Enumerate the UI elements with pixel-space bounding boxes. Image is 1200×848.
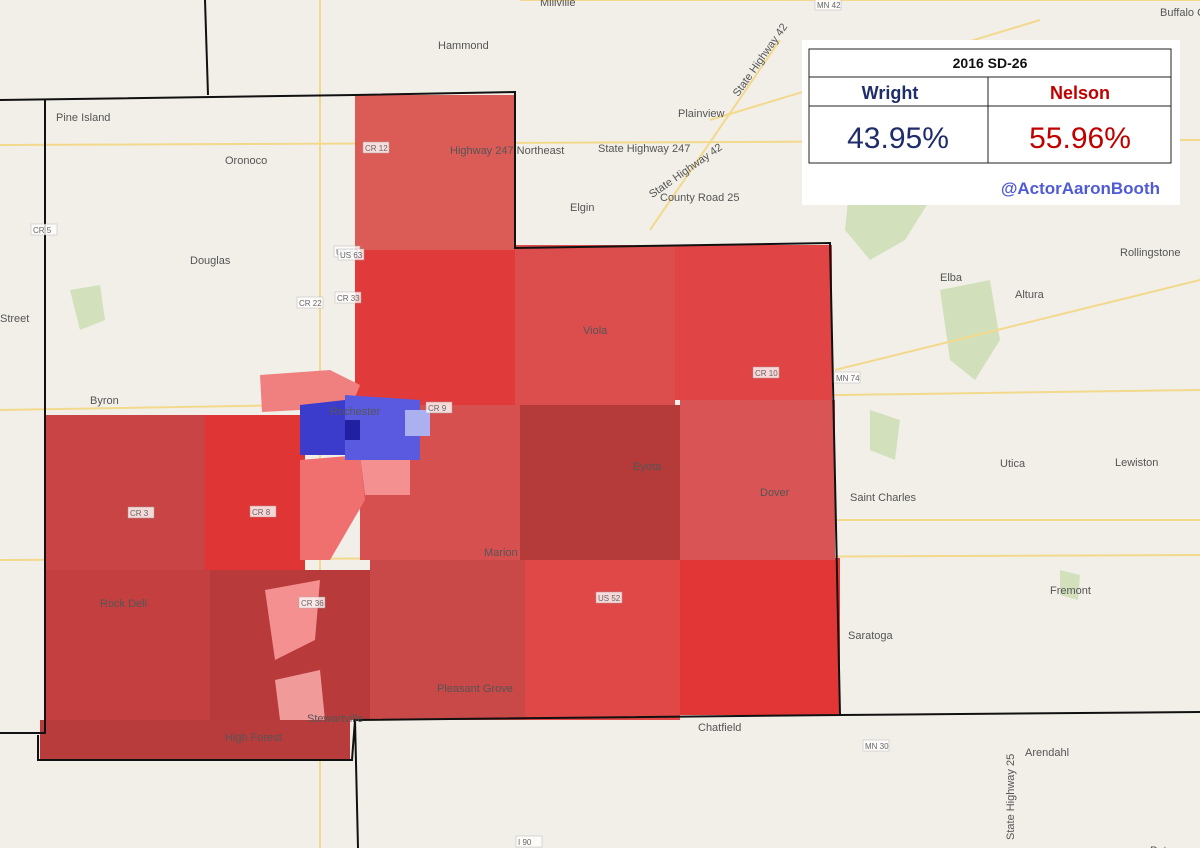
- results-box: 2016 SD-26 Wright Nelson 43.95% 55.96% @…: [802, 40, 1180, 205]
- place-label: Rock Dell: [100, 598, 147, 610]
- road-label: MN 74: [836, 374, 860, 383]
- place-label: Saint Charles: [850, 492, 917, 504]
- place-label: Altura: [1015, 289, 1045, 301]
- road-shield: [814, 0, 842, 11]
- road-shield: [515, 835, 543, 848]
- road-shield: [833, 371, 861, 384]
- road-label: MN 42: [817, 1, 841, 10]
- candidate-name: Wright: [862, 83, 919, 103]
- place-label: Street: [0, 313, 29, 325]
- road-shield: [334, 291, 362, 304]
- place-label: Eyota: [633, 461, 662, 473]
- place-label: Viola: [583, 325, 608, 337]
- road-label: CR 9: [428, 404, 447, 413]
- place-label: Elba: [940, 272, 963, 284]
- place-label: Oronoco: [225, 155, 267, 167]
- place-label: Peterson: [1150, 845, 1194, 848]
- road-label: CR 5: [33, 226, 52, 235]
- results-title: 2016 SD-26: [953, 55, 1028, 71]
- place-label: Dover: [760, 487, 790, 499]
- road-label: CR 22: [299, 299, 322, 308]
- place-label: Pine Island: [56, 112, 110, 124]
- candidate-percent: 55.96%: [1029, 122, 1131, 155]
- road-shield: [249, 505, 277, 518]
- place-label: Fremont: [1050, 585, 1091, 597]
- place-label: Chatfield: [698, 722, 741, 734]
- road-label: CR 8: [252, 508, 271, 517]
- road-shield: [337, 248, 365, 261]
- place-label: Lewiston: [1115, 457, 1158, 469]
- road-label: CR 10: [755, 369, 778, 378]
- place-label: State Highway 247: [598, 143, 690, 155]
- road-shield: [298, 596, 326, 609]
- place-label: Elgin: [570, 202, 594, 214]
- road-label: CR 33: [337, 294, 360, 303]
- results-panel: [802, 40, 1180, 205]
- road-shield: [30, 223, 58, 236]
- place-label: Rochester: [330, 406, 380, 418]
- road-shield: [595, 591, 623, 604]
- road-shield: [296, 296, 324, 309]
- candidate-percent: 43.95%: [847, 122, 949, 155]
- place-label: Utica: [1000, 458, 1026, 470]
- place-label: Rollingstone: [1120, 247, 1181, 259]
- road-shield: [752, 366, 780, 379]
- road-label: MN 30: [865, 742, 889, 751]
- credit: @ActorAaronBooth: [1001, 179, 1160, 198]
- road-shield: [425, 401, 453, 414]
- candidate-name: Nelson: [1050, 83, 1110, 103]
- road-label: CR 3: [130, 509, 149, 518]
- place-label: Saratoga: [848, 630, 894, 642]
- place-label: Arendahl: [1025, 747, 1069, 759]
- place-label: Marion: [484, 547, 518, 559]
- place-label: Stewartville: [307, 713, 363, 725]
- road-label: I 90: [518, 838, 532, 847]
- road-shield: [362, 141, 390, 154]
- place-label: Plainview: [678, 108, 725, 120]
- road-shield: [127, 506, 155, 519]
- road-label: CR 12: [365, 144, 388, 153]
- road-label: US 63: [340, 251, 363, 260]
- place-label: High Forest: [225, 732, 282, 744]
- place-label: County Road 25: [660, 192, 740, 204]
- place-label: Millville: [540, 0, 575, 9]
- results-grid: [808, 48, 1172, 164]
- precincts: [40, 95, 840, 760]
- place-label: State Highway 25: [1005, 754, 1017, 840]
- place-label: Highway 247 Northeast: [450, 145, 564, 157]
- place-label: Pleasant Grove: [437, 683, 513, 695]
- road-shield: [862, 739, 890, 752]
- place-label: Buffalo City: [1160, 7, 1200, 19]
- place-label: Byron: [90, 395, 119, 407]
- place-label: Hammond: [438, 40, 489, 52]
- road-label: CR 36: [301, 599, 324, 608]
- place-label: Douglas: [190, 255, 231, 267]
- road-label: US 52: [598, 594, 621, 603]
